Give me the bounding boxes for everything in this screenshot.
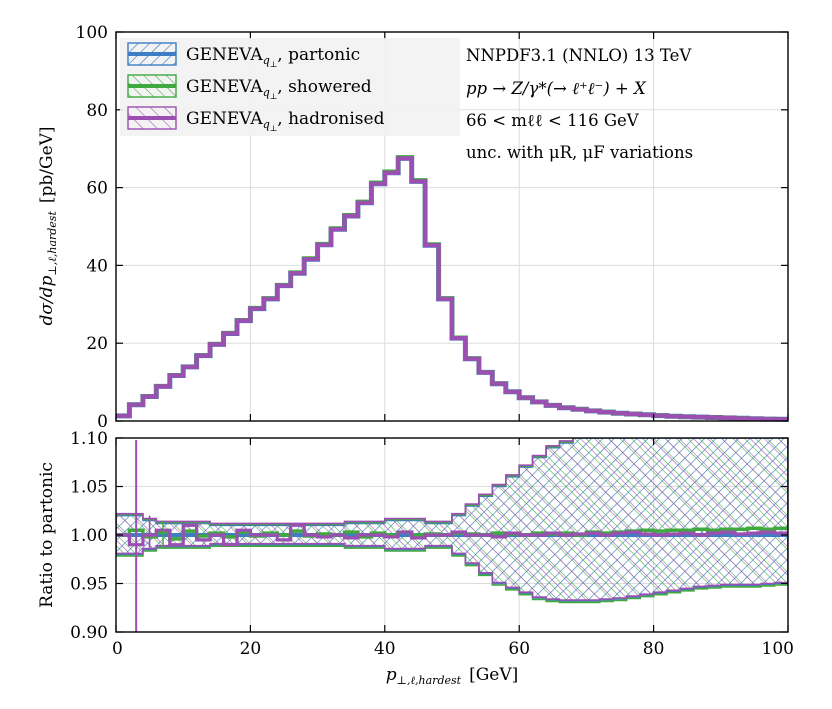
annotation-mass-window: 66 < mℓℓ < 116 GeV [466,111,640,130]
x-axis-label-symbol: p [386,665,397,685]
legend-label-showered: GENEVAq⊥, showered [186,77,372,101]
annotation-process: pp → Z/γ*(→ ℓ⁺ℓ⁻) + X [466,79,647,98]
x-tick-label-2: 40 [374,639,396,659]
ratio-bands [116,438,788,604]
main-y-tick-label-1: 20 [86,334,108,354]
y-axis-label-main-sub: ⊥,ℓ,hardest [46,211,59,276]
y-axis-label-main-symbol: dσ/dp [37,275,57,325]
series-hadronised-ratio [116,523,788,547]
svg-text:dσ/dp⊥,ℓ,hardest[pb/GeV]: dσ/dp⊥,ℓ,hardest [pb/GeV] [37,126,59,325]
legend-label-partonic: GENEVAq⊥, partonic [186,45,360,69]
ratio-y-tick-label-2: 1.00 [70,526,108,546]
legend-label-hadronised: GENEVAq⊥, hadronised [186,109,385,133]
ratio-y-tick-label-0: 0.90 [70,623,108,643]
x-tick-label-4: 80 [643,639,665,659]
band-hadronised [116,438,788,601]
legend-entry-hadronised: GENEVAq⊥, hadronised [127,106,385,133]
main-y-tick-label-2: 40 [86,256,108,276]
ratio-y-tick-label-3: 1.05 [70,478,108,498]
legend-entry-showered: GENEVAq⊥, showered [127,74,372,101]
ratio-panel: 0.90 0.95 1.00 1.05 1.10 0 20 40 60 80 100 [70,429,794,659]
main-plot-frame [115,31,789,422]
x-tick-label-0: 0 [112,639,123,659]
main-y-ticks: 0 20 40 60 80 100 [76,23,788,432]
x-tick-label-3: 60 [508,639,530,659]
legend-entry-partonic: GENEVAq⊥, partonic [127,42,360,69]
ratio-y-tick-label-4: 1.10 [70,429,108,449]
x-axis-label: p⊥,ℓ,hardest [GeV] [386,665,519,687]
x-axis-label-sub: ⊥,ℓ,hardest [397,674,462,687]
series-hadronised-main [116,156,788,422]
main-lines [116,155,788,422]
main-y-tick-label-0: 0 [97,412,108,432]
main-y-tick-label-5: 100 [76,23,108,43]
x-tick-label-5: 100 [762,639,794,659]
main-x-ticks [115,32,789,421]
y-axis-label-main: dσ/dp⊥,ℓ,hardest [pb/GeV] [37,126,59,325]
y-axis-label-main-unit: [pb/GeV] [37,126,57,203]
annotation-uncertainty: unc. with μR, μF variations [466,143,693,162]
legend: GENEVAq⊥, partonic GENEVAq⊥, showered GENE… [120,38,460,136]
ratio-y-ticks: 0.90 0.95 1.00 1.05 1.10 [70,429,788,643]
annotation-pdf: NNPDF3.1 (NNLO) 13 TeV [466,46,692,65]
main-y-tick-label-4: 80 [86,101,108,121]
x-tick-label-1: 20 [240,639,262,659]
ratio-x-ticks: 0 20 40 60 80 100 [112,438,794,659]
y-axis-label-ratio: Ratio to partonic [37,462,57,608]
ratio-y-tick-label-1: 0.95 [70,575,108,595]
annotation-block: NNPDF3.1 (NNLO) 13 TeV pp → Z/γ*(→ ℓ⁺ℓ⁻)… [466,46,693,162]
main-y-tick-label-3: 60 [86,179,108,199]
x-axis-label-unit: [GeV] [469,665,518,685]
ratio-lines [116,440,788,632]
